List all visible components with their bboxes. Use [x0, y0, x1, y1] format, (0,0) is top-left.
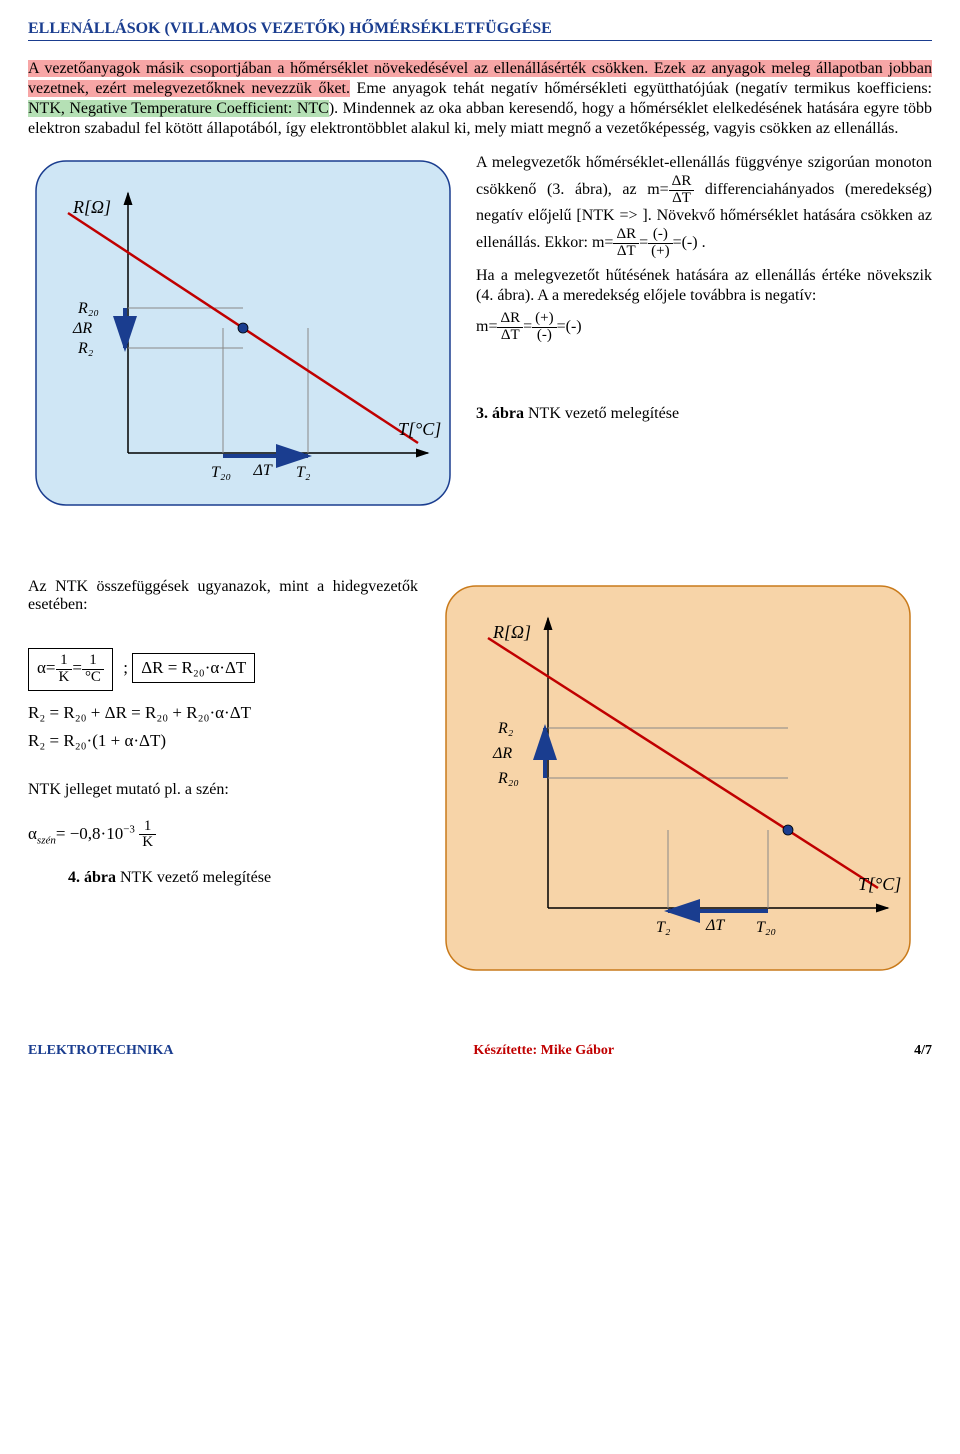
- svg-text:T₂₀: T₂₀: [756, 919, 776, 936]
- eq3: R₂ = R₂₀ + ΔR = R₂₀ + R₂₀·α·ΔT: [28, 703, 418, 723]
- caption-4-text: NTK vezető melegítése: [116, 869, 271, 886]
- frac-den: °C: [82, 670, 104, 686]
- eq-neg: =(-): [557, 318, 582, 335]
- eq-m3: m=ΔRΔT=(+)(-)=(-): [476, 311, 932, 344]
- frac-den: (-): [532, 328, 556, 344]
- frac-den: ΔT: [613, 244, 639, 260]
- left2-intro: Az NTK összefüggések ugyanazok, mint a h…: [28, 578, 418, 614]
- footer-left: ELEKTROTECHNIKA: [28, 1043, 173, 1059]
- eq5-mid: = −0,8·10: [56, 824, 123, 843]
- frac-den: K: [139, 835, 156, 851]
- svg-text:T[°C]: T[°C]: [858, 874, 901, 894]
- svg-text:R₂: R₂: [77, 340, 94, 357]
- frac-num: (-): [648, 227, 672, 244]
- caption-4: 4. ábra NTK vezető melegítése: [68, 869, 418, 887]
- rtext-p1c: .: [702, 234, 706, 251]
- svg-text:T₂₀: T₂₀: [211, 464, 231, 481]
- eq1-lhs: α=: [37, 658, 56, 677]
- svg-text:T[°C]: T[°C]: [398, 419, 441, 439]
- left-column-2: Az NTK összefüggések ugyanazok, mint a h…: [28, 578, 418, 983]
- frac-den: ΔT: [497, 328, 523, 344]
- svg-text:ΔR: ΔR: [72, 320, 92, 337]
- footer-mid: Készítette: Mike Gábor: [473, 1043, 614, 1059]
- eq-m-prefix: m=: [592, 234, 613, 251]
- svg-text:R[Ω]: R[Ω]: [492, 622, 531, 642]
- intro-hl-green: NTK, Negative Temperature Coefficient: N…: [28, 100, 329, 117]
- svg-text:R[Ω]: R[Ω]: [72, 197, 111, 217]
- eq1-sep: ;: [123, 658, 128, 677]
- eq5-sup: −3: [123, 823, 135, 835]
- svg-text:T₂: T₂: [656, 919, 671, 936]
- frac-den: (+): [648, 244, 672, 260]
- frac-num: 1: [56, 653, 73, 670]
- frac-num: (+): [532, 311, 556, 328]
- caption-3-text: NTK vezető melegítése: [524, 405, 679, 422]
- frac-num: ΔR: [497, 311, 523, 328]
- eq-m-prefix: m=: [476, 318, 497, 335]
- eq5: αszén= −0,8·10−3 1K: [28, 819, 418, 852]
- svg-text:ΔR: ΔR: [492, 745, 512, 762]
- frac-num: ΔR: [669, 174, 695, 191]
- caption-3-bold: 3. ábra: [476, 405, 524, 422]
- eq-m1: m=ΔRΔT: [647, 181, 705, 198]
- chart-4-container: R[Ω] T[°C] R₂ R₂₀ ΔR T₂ T₂₀ ΔT: [438, 578, 918, 983]
- caption-3: 3. ábra NTK vezető melegítése: [476, 404, 932, 425]
- eq-m-prefix: m=: [647, 181, 668, 198]
- eq1-mid: =: [72, 658, 82, 677]
- eq4: R₂ = R₂₀·(1 + α·ΔT): [28, 731, 418, 751]
- eq-m2: m=ΔRΔT=(-)(+)=(-): [592, 234, 702, 251]
- eq-box-dr: ΔR = R₂₀·α·ΔT: [132, 653, 255, 683]
- svg-text:R₂: R₂: [497, 720, 514, 737]
- right-column-text: A melegvezetők hőmérséklet-ellenállás fü…: [476, 153, 932, 518]
- svg-text:T₂: T₂: [296, 464, 311, 481]
- chart-3: R[Ω] T[°C] R₂₀ R₂ ΔR T₂₀ T₂ ΔT: [28, 153, 458, 513]
- frac-den: ΔT: [669, 191, 695, 207]
- eq-neg: =(-): [673, 234, 698, 251]
- ntk-line: NTK jelleget mutató pl. a szén:: [28, 781, 418, 799]
- footer-right: 4/7: [914, 1043, 932, 1059]
- svg-text:R₂₀: R₂₀: [77, 300, 99, 317]
- frac-num: 1: [82, 653, 104, 670]
- frac-num: 1: [139, 819, 156, 836]
- svg-text:R₂₀: R₂₀: [497, 770, 519, 787]
- intro-paragraph: A vezetőanyagok másik csoportjában a hőm…: [28, 59, 932, 139]
- caption-4-bold: 4. ábra: [68, 869, 116, 886]
- page-header: ELLENÁLLÁSOK (VILLAMOS VEZETŐK) HŐMÉRSÉK…: [28, 20, 932, 41]
- eq-box-alpha: α=1K=1°C: [28, 648, 113, 691]
- rtext-p2: Ha a melegvezetőt hűtésének hatására az …: [476, 266, 932, 308]
- eq5-lhs: α: [28, 824, 37, 843]
- intro-text-1: Eme anyagok tehát negatív hőmérsékleti e…: [350, 80, 932, 97]
- chart-4: R[Ω] T[°C] R₂ R₂₀ ΔR T₂ T₂₀ ΔT: [438, 578, 918, 978]
- svg-text:ΔT: ΔT: [705, 917, 725, 934]
- chart-3-container: R[Ω] T[°C] R₂₀ R₂ ΔR T₂₀ T₂ ΔT: [28, 153, 458, 518]
- frac-num: ΔR: [613, 227, 639, 244]
- eq5-sub: szén: [37, 834, 56, 846]
- footer: ELEKTROTECHNIKA Készítette: Mike Gábor 4…: [28, 1043, 932, 1059]
- frac-den: K: [56, 670, 73, 686]
- svg-text:ΔT: ΔT: [253, 462, 273, 479]
